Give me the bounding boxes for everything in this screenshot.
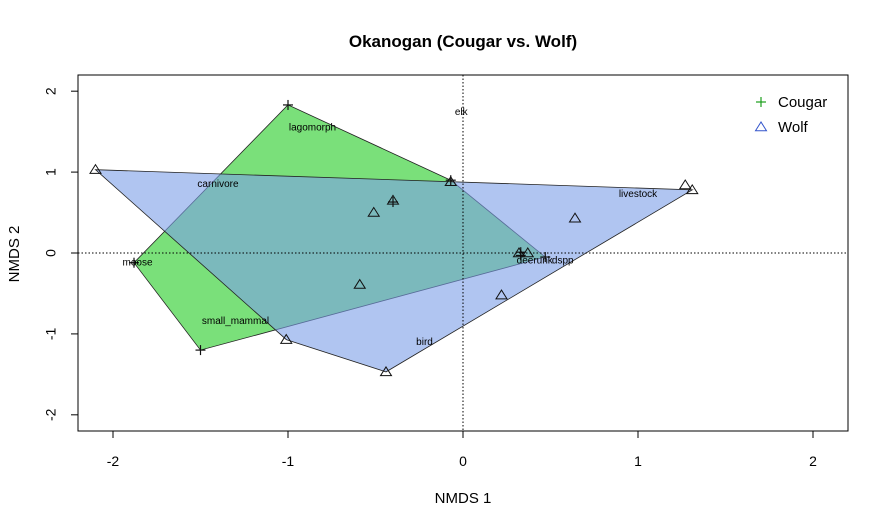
wolf-point	[379, 365, 393, 377]
species-label-lagomorph: lagomorph	[289, 123, 336, 134]
wolf-point	[495, 289, 508, 300]
species-label-carnivore: carnivore	[197, 179, 239, 190]
wolf-point	[568, 212, 582, 223]
legend: Cougar Wolf	[754, 94, 827, 136]
legend-label-cougar: Cougar	[778, 94, 827, 111]
x-tick-label: -2	[107, 453, 120, 469]
legend-marker-wolf	[754, 121, 768, 132]
cougar-point	[388, 197, 398, 208]
x-tick-label: 1	[634, 453, 642, 469]
cougar-point	[283, 99, 293, 110]
chart-title: Okanogan (Cougar vs. Wolf)	[349, 32, 577, 51]
species-label-dspp: dspp	[552, 255, 574, 266]
x-tick-label: 0	[459, 453, 467, 469]
species-label-elk: elk	[455, 107, 469, 118]
y-axis-label: NMDS 2	[6, 226, 23, 283]
x-tick-label: -1	[282, 453, 295, 469]
y-tick-label: 0	[43, 249, 59, 257]
y-tick-label: -2	[43, 408, 59, 421]
wolf-point	[521, 247, 535, 258]
species-label-moose: moose	[122, 258, 152, 269]
cougar-point	[195, 345, 206, 356]
species-label-deerunk: deerunk	[517, 255, 554, 266]
wolf-point	[386, 194, 400, 205]
cougar-point	[129, 257, 139, 268]
species-label-livestock: livestock	[619, 189, 658, 200]
x-tick-label: 2	[809, 453, 817, 469]
legend-marker-cougar	[756, 97, 766, 107]
wolf-point	[444, 175, 458, 187]
plot-area: elk lagomorph carnivore livestock moose deeru…	[43, 74, 849, 469]
wolf-point	[353, 278, 367, 289]
wolf-point	[678, 179, 692, 190]
hull-wolf	[94, 169, 694, 373]
x-axis-label: NMDS 1	[435, 490, 492, 507]
cougar-point	[540, 252, 551, 263]
wolf-point	[89, 163, 102, 174]
y-tick-label: 2	[43, 87, 59, 95]
species-label-bird: bird	[416, 337, 433, 348]
legend-label-wolf: Wolf	[778, 119, 809, 136]
species-label-small-mammal: small_mammal	[202, 316, 269, 327]
wolf-point	[367, 206, 381, 217]
wolf-point	[279, 333, 293, 344]
wolf-point	[512, 247, 526, 258]
y-tick-label: 1	[43, 168, 59, 176]
y-tick-label: -1	[43, 327, 59, 340]
wolf-point	[685, 183, 699, 195]
